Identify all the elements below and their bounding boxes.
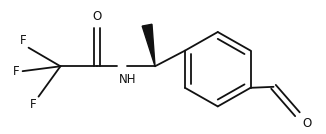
Text: F: F xyxy=(20,34,27,47)
Text: F: F xyxy=(30,98,37,111)
Text: O: O xyxy=(303,117,312,130)
Text: O: O xyxy=(93,10,102,23)
Polygon shape xyxy=(142,24,155,66)
Text: F: F xyxy=(13,65,20,78)
Text: NH: NH xyxy=(118,73,136,86)
